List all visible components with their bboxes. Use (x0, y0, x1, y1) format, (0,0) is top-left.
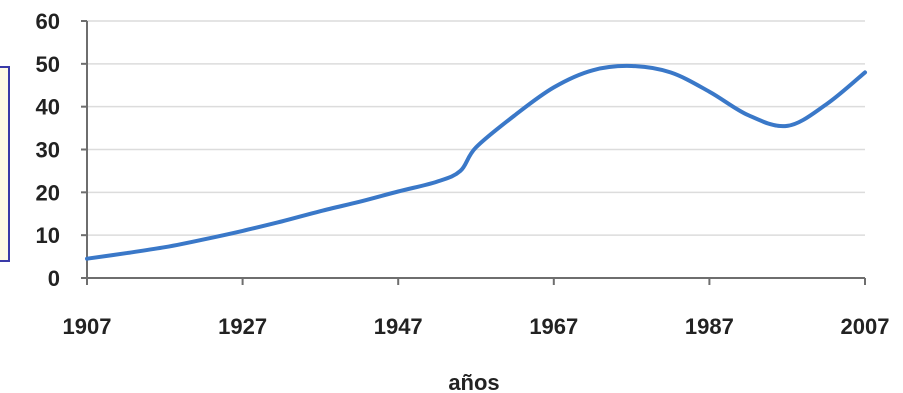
y-tick-label-60: 60 (36, 9, 60, 34)
y-tick-label-30: 30 (36, 138, 60, 163)
grid-lines (87, 20, 865, 236)
x-axis-title: años (448, 370, 499, 393)
series-line-0 (85, 63, 867, 261)
x-tick-label-1907: 1907 (63, 314, 112, 339)
x-tick-label-2007: 2007 (841, 314, 890, 339)
y-tick-label-10: 10 (36, 223, 60, 248)
x-tick-label-1967: 1967 (529, 314, 578, 339)
y-tick-label-40: 40 (36, 95, 60, 120)
y-tick-label-0: 0 (48, 266, 60, 291)
y-tick-label-50: 50 (36, 52, 60, 77)
x-tick-labels: 1907 1927 1947 1967 1987 2007 (63, 314, 890, 339)
x-tick-label-1927: 1927 (218, 314, 267, 339)
y-tick-labels: 0 10 20 30 40 50 60 (36, 9, 60, 291)
y-tick-label-20: 20 (36, 180, 60, 205)
series-layer (85, 63, 867, 261)
axes (81, 20, 866, 285)
x-tick-label-1947: 1947 (374, 314, 423, 339)
left-edge-box (0, 66, 10, 262)
x-tick-label-1987: 1987 (685, 314, 734, 339)
